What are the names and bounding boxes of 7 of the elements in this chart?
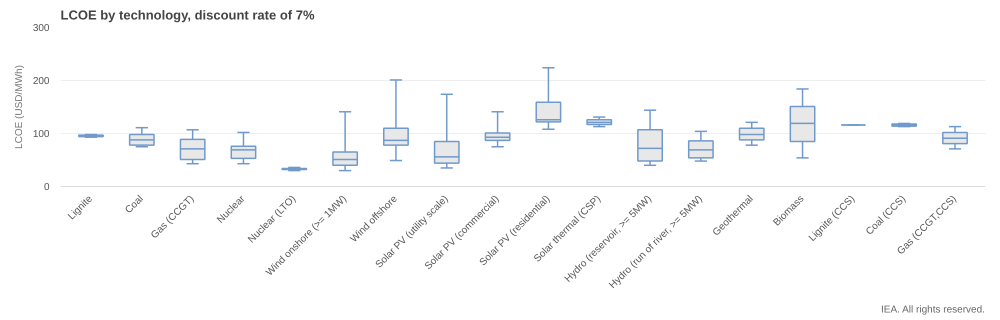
chart-title: LCOE by technology, discount rate of 7% xyxy=(60,8,315,22)
text: IEA. All rights reserved. xyxy=(881,304,985,316)
y-tick-label: 100 xyxy=(32,129,50,140)
y-tick-label: 200 xyxy=(32,76,50,87)
y-tick-label: 0 xyxy=(44,182,50,193)
y-tick-label: 300 xyxy=(32,23,50,34)
y-axis-title: LCOE (USD/MWh) xyxy=(14,65,25,149)
